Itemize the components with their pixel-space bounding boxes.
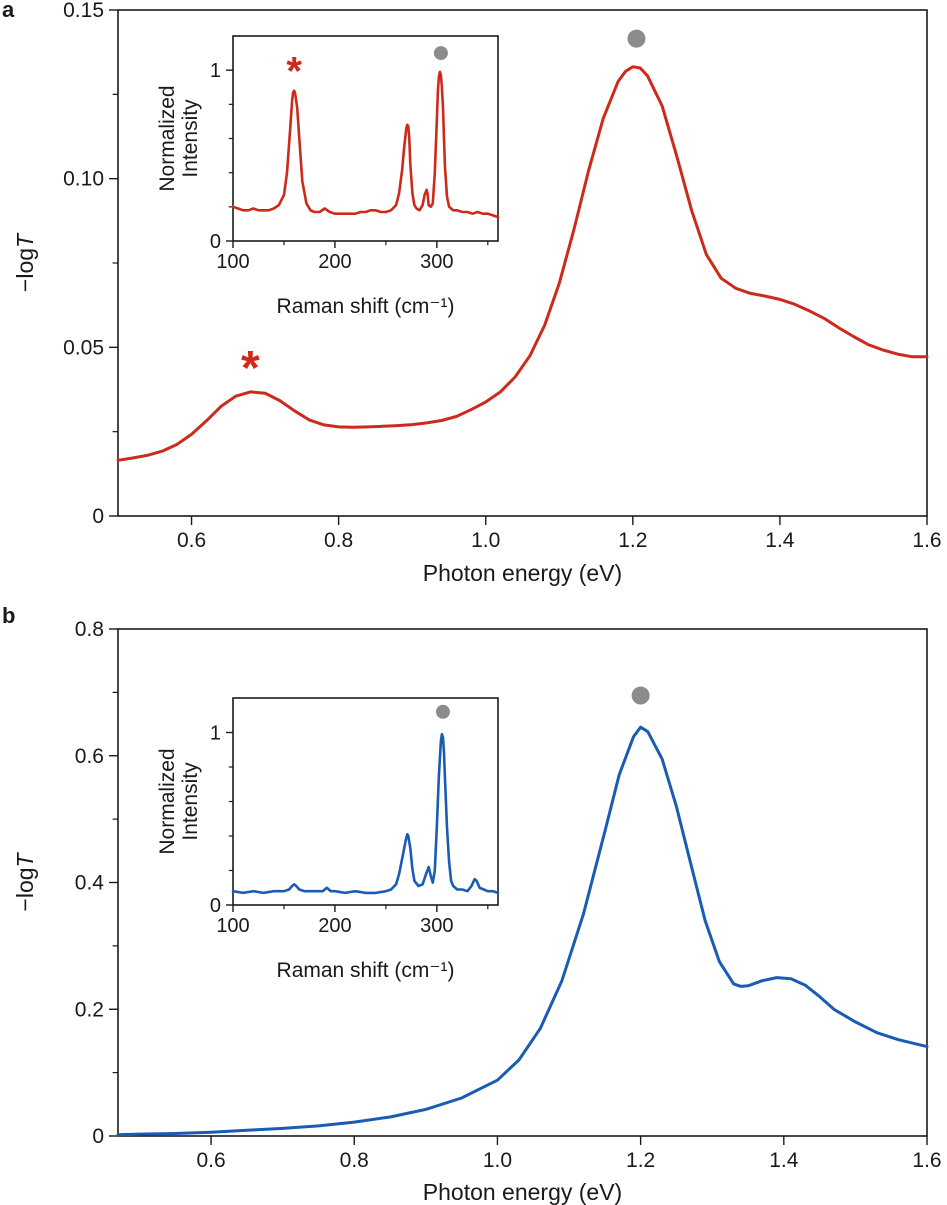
panel-b-inset-series-raman bbox=[231, 732, 500, 895]
panel-a-main-series-absorbance bbox=[116, 65, 929, 462]
panel-a-main-xtick-label: 1.0 bbox=[471, 529, 500, 552]
panel-b-inset-xlabel: Raman shift (cm⁻¹) bbox=[277, 959, 455, 982]
panel-b-main-chart: 0.6 0.8 1.0 1.2 1.4 1.6 0 0.2 0.4 0.6 0.8 Photon en… bbox=[12, 618, 942, 1205]
panel-a-main-chart: 0.6 0.8 1.0 1.2 1.4 1.6 0 0.05 0.10 0.15 Photon en… bbox=[12, 0, 942, 586]
panel-a-main-xtick-label: 1.4 bbox=[765, 529, 795, 552]
panel-a-main-ytick-label: 0.05 bbox=[63, 336, 104, 359]
panel-a-main-ylabel: −logT bbox=[12, 232, 38, 292]
panel-a-main-xtick-label: 1.2 bbox=[618, 529, 647, 552]
panel-a-main-xtick-label: 1.6 bbox=[912, 529, 941, 552]
panel-b-inset-xtick-label: 200 bbox=[318, 915, 351, 937]
panel-b-inset-ylabel-line: Normalized bbox=[156, 748, 179, 854]
panel-b-main-series-absorbance bbox=[116, 725, 929, 1137]
panel-a-main-xlabel: Photon energy (eV) bbox=[423, 560, 622, 586]
panel-a-main-ytick-label: 0.10 bbox=[63, 168, 104, 191]
panel-label-b: b bbox=[2, 603, 15, 628]
panel-b-main-xtick-label: 1.4 bbox=[769, 1149, 799, 1172]
panel-a-main-ytick-label: 0.15 bbox=[63, 0, 104, 22]
panel-b-inset-ytick-label: 1 bbox=[210, 723, 221, 745]
panel-a-inset-ytick-label: 0 bbox=[210, 231, 221, 253]
panel-label-a: a bbox=[2, 0, 15, 22]
panel-b-main-ylabel-italic: T bbox=[12, 851, 38, 867]
panel-b-inset-chart: 100 200 300 0 1 Raman shift (cm⁻¹) NormalizedI… bbox=[156, 697, 500, 982]
panel-b-main-ylabel-main: −log bbox=[12, 867, 38, 911]
panel-a-inset-ylabel-line: Intensity bbox=[179, 99, 202, 178]
panel-b-inset-frame bbox=[232, 697, 499, 906]
panel-a-inset-xtick-label: 100 bbox=[216, 251, 249, 273]
panel-a-main-xtick-label: 0.6 bbox=[177, 529, 206, 552]
panel-b-inset-dot-marker bbox=[435, 704, 450, 719]
panel-a-main-ylabel-main: −log bbox=[12, 248, 38, 292]
panel-b-main-ylabel: −logT bbox=[12, 851, 38, 911]
panel-a-main-dot-marker bbox=[627, 29, 646, 48]
panel-b-inset-ylabel-line: Intensity bbox=[179, 762, 202, 841]
panel-b-inset-xtick-label: 300 bbox=[420, 915, 453, 937]
panel-a-inset-xlabel: Raman shift (cm⁻¹) bbox=[277, 295, 455, 318]
panel-a-inset-ylabel: NormalizedIntensity bbox=[156, 85, 202, 191]
panel-b-main-ytick-label: 0.4 bbox=[75, 872, 105, 895]
panel-a-inset-asterisk-marker: * bbox=[286, 49, 302, 93]
panel-a-main-ytick-label: 0 bbox=[92, 505, 104, 528]
panel-a-inset-dot-marker bbox=[433, 46, 448, 61]
panel-b-inset-ylabel: NormalizedIntensity bbox=[156, 748, 202, 854]
panel-b-main-dot-marker bbox=[631, 686, 650, 705]
panel-a-inset-series-raman bbox=[231, 70, 500, 219]
panel-a-inset-xtick-label: 300 bbox=[420, 251, 453, 273]
panel-b-main-ytick-label: 0 bbox=[92, 1125, 104, 1148]
panel-b-main-xtick-label: 1.2 bbox=[626, 1149, 655, 1172]
panel-a-inset-xtick-label: 200 bbox=[318, 251, 351, 273]
panel-b-main-xlabel: Photon energy (eV) bbox=[423, 1179, 622, 1205]
panel-b-main-xtick-label: 1.6 bbox=[912, 1149, 941, 1172]
panel-a-inset-ytick-label: 1 bbox=[210, 60, 221, 82]
panel-b-main-ytick-label: 0.2 bbox=[75, 998, 104, 1021]
panel-a-main-xtick-label: 0.8 bbox=[324, 529, 353, 552]
panel-a-main-ylabel-italic: T bbox=[12, 232, 38, 248]
panel-a-inset-chart: 100 200 300 0 1 Raman shift (cm⁻¹) NormalizedI… bbox=[156, 35, 500, 318]
panel-a-inset-ylabel-line: Normalized bbox=[156, 85, 179, 191]
panel-b-inset-ytick-label: 0 bbox=[210, 895, 221, 917]
panel-b-main-xtick-label: 0.8 bbox=[340, 1149, 369, 1172]
panel-b-main-ytick-label: 0.8 bbox=[75, 618, 104, 641]
panel-b-main-xtick-label: 0.6 bbox=[196, 1149, 225, 1172]
panel-b-inset-xtick-label: 100 bbox=[216, 915, 249, 937]
panel-b-main-xtick-label: 1.0 bbox=[483, 1149, 512, 1172]
panel-b-main-ytick-label: 0.6 bbox=[75, 745, 104, 768]
panel-a-main-asterisk-marker: * bbox=[241, 342, 260, 395]
